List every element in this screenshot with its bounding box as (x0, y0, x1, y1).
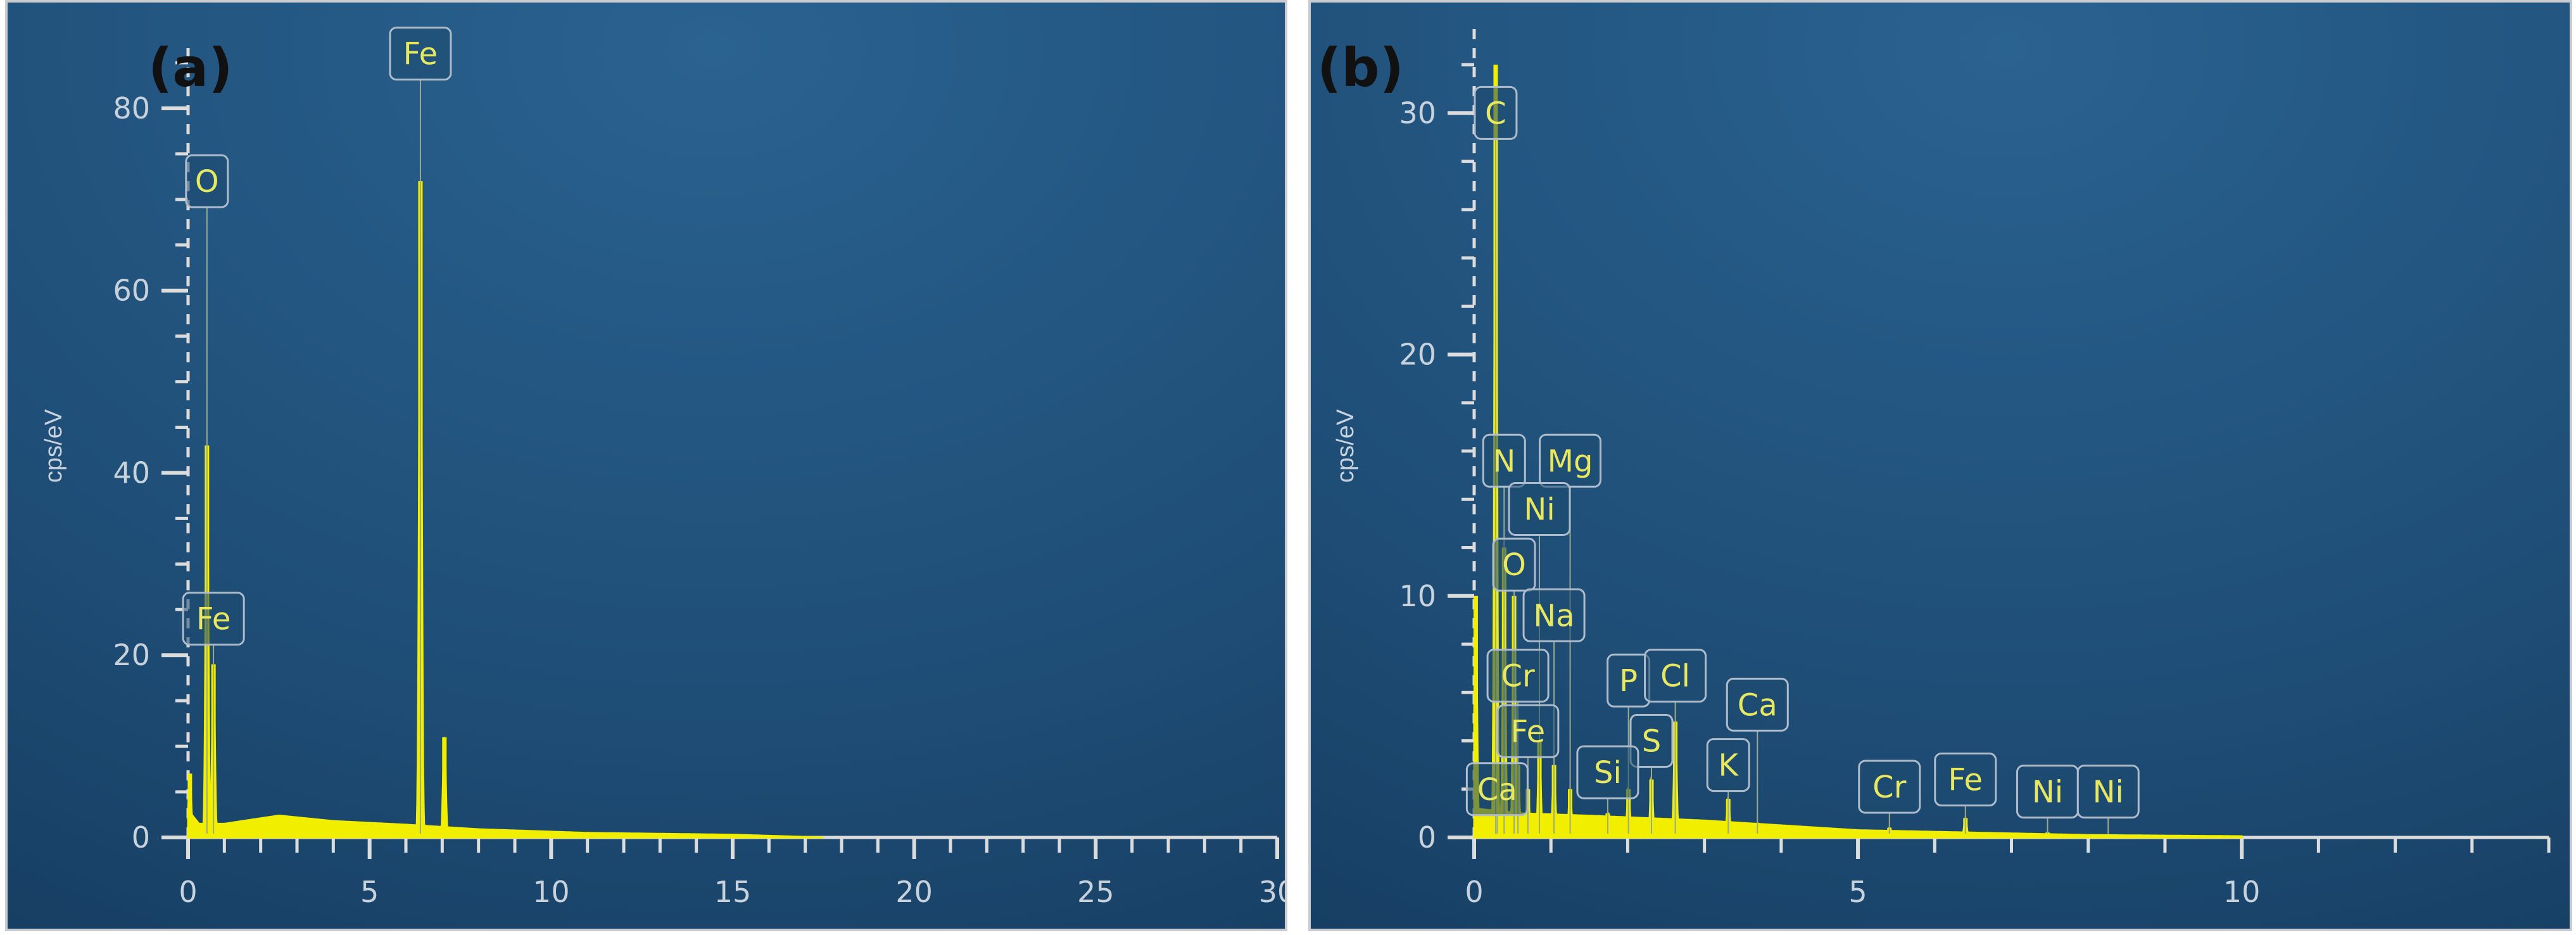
peak-label: S (1642, 724, 1661, 760)
peak-label-box (1486, 649, 1550, 703)
peak-label-box (1492, 537, 1536, 592)
peak-label: Na (1533, 598, 1574, 633)
y-tick-label: 0 (1418, 820, 1436, 855)
y-tick-label: 80 (113, 91, 150, 125)
y-tick-label: 30 (1399, 96, 1436, 130)
peak-label-box (1644, 649, 1707, 703)
y-tick-label: 40 (113, 455, 150, 490)
peak-label-box (185, 154, 229, 208)
peak-label: Ni (2032, 775, 2063, 810)
peak-label: Ca (1738, 687, 1777, 723)
y-axis-label: cps/eV (41, 409, 67, 483)
peak-label-box (1465, 762, 1529, 817)
x-tick-label: 20 (895, 875, 933, 909)
x-tick-label: 15 (714, 875, 752, 909)
peak-label-box (1934, 753, 1997, 807)
peak-label-box (1508, 482, 1571, 537)
peak-label: Cr (1501, 659, 1535, 694)
x-tick-label: 25 (1077, 875, 1114, 909)
panel-label: (b) (1317, 37, 1404, 99)
peak-label: Fe (1948, 763, 1983, 798)
peak-label: Ni (2093, 775, 2124, 810)
spectrum-panel-a: 0 20 40 60 80 0 5 10 15 20 25 30 cps/eV O Fe Fe (a) (5, 0, 1287, 931)
peak-label-box (1496, 704, 1560, 758)
peak-label: O (1502, 547, 1526, 583)
y-tick-label: 20 (113, 638, 150, 672)
peak-label-box (1706, 738, 1750, 792)
x-tick-label: 5 (360, 875, 379, 909)
peak-label: Si (1594, 755, 1622, 791)
x-tick-label: 10 (533, 875, 570, 909)
peak-label: Cr (1872, 770, 1907, 805)
peak-label-box (1474, 86, 1518, 140)
peak-label: Ca (1477, 772, 1517, 808)
plot-background (8, 3, 1285, 929)
x-tick-label: 0 (179, 875, 197, 909)
y-axis-label: cps/eV (1332, 409, 1359, 483)
y-tick-label: 10 (1399, 579, 1436, 613)
peak-label: O (195, 164, 219, 200)
y-tick-label: 0 (132, 820, 150, 855)
peak-label-box (1726, 677, 1789, 732)
peak-label-box (389, 27, 452, 81)
peak-label-box (1629, 714, 1674, 768)
peak-label: Fe (403, 37, 438, 72)
peak-label-box (1858, 760, 1921, 814)
y-tick-label: 60 (113, 274, 150, 308)
peak-label-box (1482, 433, 1526, 488)
peak-label: N (1493, 443, 1515, 479)
peak-label-box (2076, 765, 2140, 819)
x-tick-label: 10 (2223, 875, 2261, 909)
x-tick-label: 0 (1465, 875, 1483, 909)
spectrum-panel-b: 0 10 20 30 0 5 10 cps/eV C N Mg Ni O Na Cr Fe Ca P Cl S Si K C… (1308, 0, 2572, 931)
peak-label: K (1718, 748, 1739, 784)
spectrum-trace (187, 181, 824, 839)
x-tick-label: 5 (1848, 875, 1867, 909)
peak-label: Fe (1511, 714, 1546, 749)
peak-label: P (1619, 663, 1638, 699)
spectrum-trace (1473, 67, 2243, 839)
peak-label-box (1576, 745, 1639, 799)
peak-label-box (182, 592, 245, 646)
peak-label: C (1485, 96, 1506, 131)
x-tick-label: 30 (1259, 875, 1287, 909)
peak-label-box (1522, 588, 1586, 642)
peak-label: Cl (1660, 659, 1690, 694)
y-tick-label: 20 (1399, 338, 1436, 372)
peak-label: Fe (196, 602, 231, 637)
panel-label: (a) (148, 37, 232, 99)
peak-label: Ni (1524, 492, 1555, 528)
spectrum-chart-a: 0 20 40 60 80 0 5 10 15 20 25 30 cps/eV O Fe Fe (a) (8, 3, 1287, 929)
peak-label: Mg (1548, 443, 1593, 479)
